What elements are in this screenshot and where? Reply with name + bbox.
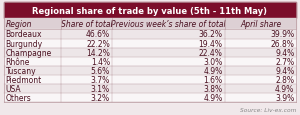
Text: April share: April share [240, 20, 281, 29]
Text: 14.2%: 14.2% [86, 48, 110, 57]
Text: 3.9%: 3.9% [275, 93, 294, 102]
Bar [4, 57, 296, 66]
Text: Others: Others [6, 93, 31, 102]
Text: Share of total: Share of total [61, 20, 112, 29]
Text: 2.8%: 2.8% [275, 75, 294, 84]
Text: Region: Region [6, 20, 32, 29]
Text: 22.4%: 22.4% [199, 48, 223, 57]
Text: Regional share of trade by value (5th - 11th May): Regional share of trade by value (5th - … [32, 7, 268, 16]
Text: Burgundy: Burgundy [6, 39, 43, 48]
Bar [4, 39, 296, 48]
Text: 1.6%: 1.6% [203, 75, 223, 84]
Text: Bordeaux: Bordeaux [6, 30, 42, 39]
Text: 46.6%: 46.6% [86, 30, 110, 39]
Text: 22.2%: 22.2% [86, 39, 110, 48]
Text: 36.2%: 36.2% [199, 30, 223, 39]
Text: 5.6%: 5.6% [91, 66, 110, 75]
Text: Piedmont: Piedmont [6, 75, 42, 84]
Text: 9.4%: 9.4% [275, 48, 294, 57]
Text: 3.8%: 3.8% [203, 84, 223, 93]
Bar [4, 93, 296, 102]
Text: 26.8%: 26.8% [271, 39, 294, 48]
Text: Tuscany: Tuscany [6, 66, 36, 75]
Text: 9.4%: 9.4% [275, 66, 294, 75]
Text: 4.9%: 4.9% [203, 93, 223, 102]
Bar [4, 3, 296, 19]
Text: 3.0%: 3.0% [203, 57, 223, 66]
Text: USA: USA [6, 84, 21, 93]
Bar [4, 30, 296, 39]
Bar [4, 48, 296, 57]
Text: 2.7%: 2.7% [275, 57, 294, 66]
Bar [4, 66, 296, 75]
Text: 3.1%: 3.1% [91, 84, 110, 93]
Text: Previous week’s share of total: Previous week’s share of total [111, 20, 226, 29]
Text: 3.7%: 3.7% [91, 75, 110, 84]
Text: 3.2%: 3.2% [91, 93, 110, 102]
Text: 4.9%: 4.9% [203, 66, 223, 75]
Text: Champagne: Champagne [6, 48, 52, 57]
Bar [4, 19, 296, 30]
Text: Source: Liv-ex.com: Source: Liv-ex.com [240, 107, 296, 112]
Text: Rhône: Rhône [6, 57, 30, 66]
Text: 4.9%: 4.9% [275, 84, 294, 93]
Bar [4, 75, 296, 84]
Text: 19.4%: 19.4% [199, 39, 223, 48]
Bar [4, 84, 296, 93]
Text: 1.4%: 1.4% [91, 57, 110, 66]
Text: 39.9%: 39.9% [270, 30, 294, 39]
